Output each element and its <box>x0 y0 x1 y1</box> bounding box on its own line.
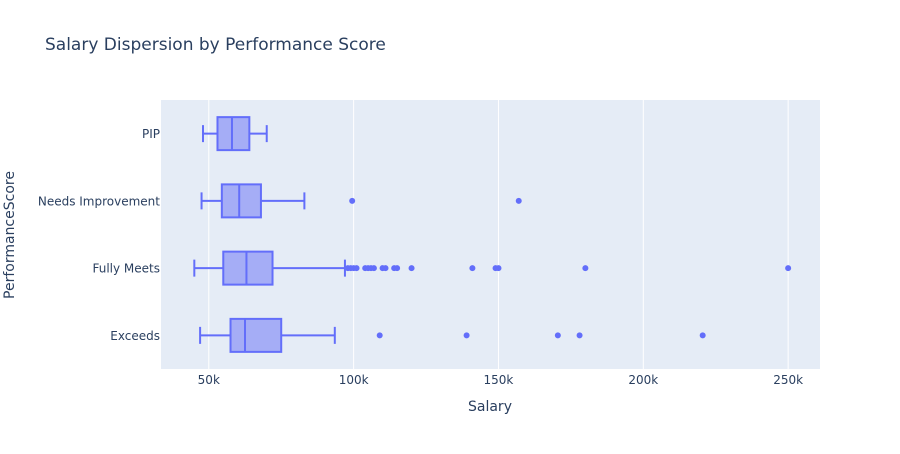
boxes-layer <box>193 116 792 353</box>
x-tick-label-100k: 100k <box>339 373 369 387</box>
box-exceeds <box>229 317 283 353</box>
x-tick-label-250k: 250k <box>773 373 803 387</box>
box-pip <box>216 116 251 152</box>
y-tick-label-pip: PIP <box>142 127 160 141</box>
outlier-point-exceeds-1 <box>463 332 470 339</box>
box-group-exceeds <box>199 317 706 353</box>
x-tick-labels: 50k 100k 150k 200k 250k <box>198 373 803 387</box>
y-tick-label-fully-meets: Fully Meets <box>92 262 160 276</box>
outlier-point-fully-meets-13 <box>469 265 476 272</box>
y-tick-labels: PIP Needs Improvement Fully Meets Exceeds <box>38 127 160 343</box>
y-axis-label: PerformanceScore <box>2 171 18 299</box>
outlier-point-needs-improvement-1 <box>515 197 522 204</box>
outlier-point-needs-improvement-0 <box>349 197 356 204</box>
outlier-point-fully-meets-17 <box>785 265 792 272</box>
y-tick-label-needs-improvement: Needs Improvement <box>38 194 160 208</box>
box-fully-meets <box>222 250 274 286</box>
outlier-point-fully-meets-12 <box>408 265 415 272</box>
outlier-point-exceeds-0 <box>376 332 383 339</box>
outlier-point-fully-meets-11 <box>394 265 401 272</box>
outlier-point-exceeds-2 <box>554 332 561 339</box>
outlier-point-exceeds-3 <box>576 332 583 339</box>
outlier-point-fully-meets-3 <box>353 265 360 272</box>
x-axis-label: Salary <box>468 399 512 415</box>
box-group-needs-improvement <box>200 183 522 219</box>
outlier-point-fully-meets-7 <box>370 265 377 272</box>
box-group-fully-meets <box>193 250 792 286</box>
y-tick-label-exceeds: Exceeds <box>110 329 160 343</box>
x-tick-label-200k: 200k <box>628 373 658 387</box>
x-tick-label-150k: 150k <box>484 373 514 387</box>
box-group-pip <box>202 116 268 152</box>
outlier-point-exceeds-4 <box>699 332 706 339</box>
chart-title: Salary Dispersion by Performance Score <box>45 35 386 55</box>
outlier-point-fully-meets-16 <box>582 265 589 272</box>
box-needs-improvement <box>220 183 262 219</box>
outlier-point-fully-meets-15 <box>495 265 502 272</box>
outlier-point-fully-meets-9 <box>382 265 389 272</box>
x-tick-label-50k: 50k <box>198 373 220 387</box>
gridlines <box>208 100 789 369</box>
